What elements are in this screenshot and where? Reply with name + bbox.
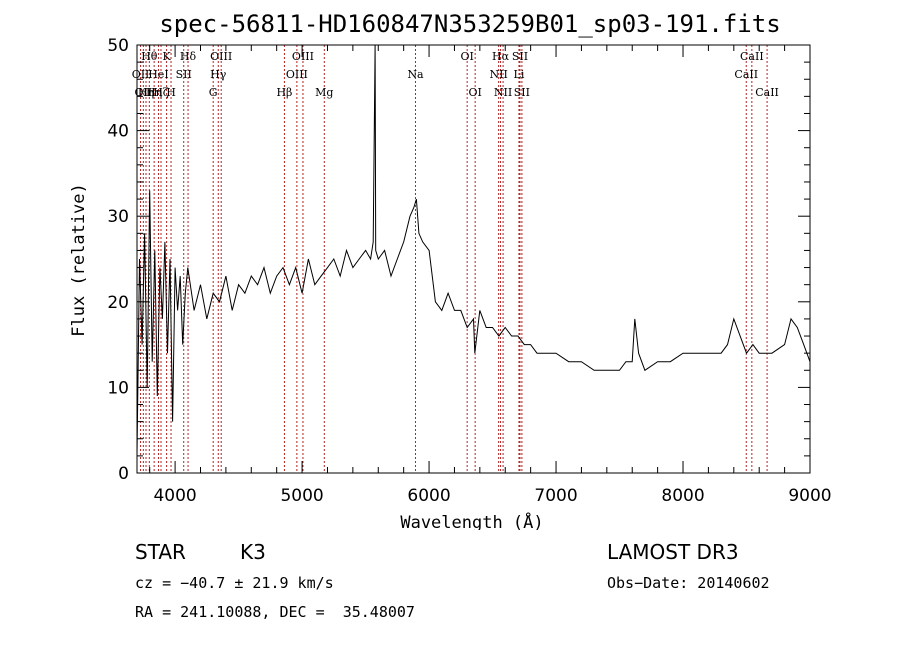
line-marker-label: HeI (148, 68, 168, 81)
line-marker-label: OII (132, 68, 150, 81)
survey-name: LAMOST DR3 (607, 540, 739, 564)
x-tick-label: 5000 (280, 486, 323, 506)
line-marker-label: Mg (315, 86, 333, 99)
line-marker-label: NII (494, 86, 512, 99)
line-marker-label: OI (468, 86, 481, 99)
ra-dec: RA = 241.10088, DEC = 35.48007 (135, 603, 415, 621)
x-axis-label: Wavelength (Å) (400, 511, 543, 530)
line-marker-label: Hη (146, 86, 162, 99)
line-marker-label: Hβ (276, 86, 292, 99)
line-marker-label: CaII (734, 68, 758, 81)
line-marker-label: Li (514, 68, 525, 81)
obs-date: Obs−Date: 20140602 (607, 574, 770, 592)
line-markers (140, 45, 768, 473)
line-marker-label: NII (489, 68, 507, 81)
line-marker-label: Hδ (180, 50, 197, 63)
line-marker-label: Hγ (210, 68, 227, 81)
line-marker-label: SII (176, 68, 192, 81)
line-marker-label: Hα (492, 50, 510, 63)
line-marker-label: Hθ (141, 50, 158, 63)
y-tick-label: 30 (107, 207, 129, 227)
y-tick-label: 20 (107, 293, 129, 313)
line-marker-labels: OIIOIIHηHθHηHeIHζKHSIIHδGHγOIIIHβOIIIOII… (132, 50, 779, 99)
line-marker-label: K (162, 50, 171, 63)
line-marker-label: SII (512, 50, 528, 63)
y-axis-ticks: 0 10 20 30 40 50 (107, 36, 810, 484)
x-tick-label: 6000 (407, 486, 450, 506)
spectrum-chart: spec-56811-HD160847N353259B01_sp03-191.f… (69, 10, 832, 530)
object-subclass: K3 (240, 540, 266, 564)
line-marker-label: OIII (286, 68, 308, 81)
line-marker-label: G (209, 86, 218, 99)
object-class: STAR (135, 540, 186, 564)
x-tick-label: 9000 (788, 486, 831, 506)
line-marker-label: Hζ (153, 86, 169, 99)
line-marker-label: H (166, 86, 176, 99)
y-axis-label: Flux (relative) (69, 183, 89, 337)
line-marker-label: OII (134, 86, 152, 99)
x-axis-ticks: 4000 5000 6000 7000 8000 9000 (149, 45, 832, 506)
line-marker-label: CaII (740, 50, 764, 63)
redshift-line: cz = −40.7 ± 21.9 km/s (135, 574, 334, 592)
spectrum-series-line (136, 44, 811, 456)
x-tick-label: 4000 (153, 486, 196, 506)
line-marker-label: OI (460, 50, 473, 63)
y-tick-label: 40 (107, 122, 129, 142)
line-marker-label: OIII (292, 50, 314, 63)
line-marker-label: Na (407, 68, 424, 81)
line-marker-label: Hη (138, 86, 154, 99)
y-tick-label: 0 (118, 464, 129, 484)
plot-frame (136, 44, 811, 474)
x-tick-label: 7000 (534, 486, 577, 506)
line-marker-label: SII (514, 86, 530, 99)
line-marker-label: CaII (755, 86, 779, 99)
chart-title: spec-56811-HD160847N353259B01_sp03-191.f… (159, 10, 780, 38)
y-tick-label: 50 (107, 36, 129, 56)
line-marker-label: OIII (210, 50, 232, 63)
y-tick-label: 10 (107, 378, 129, 398)
x-tick-label: 8000 (661, 486, 704, 506)
